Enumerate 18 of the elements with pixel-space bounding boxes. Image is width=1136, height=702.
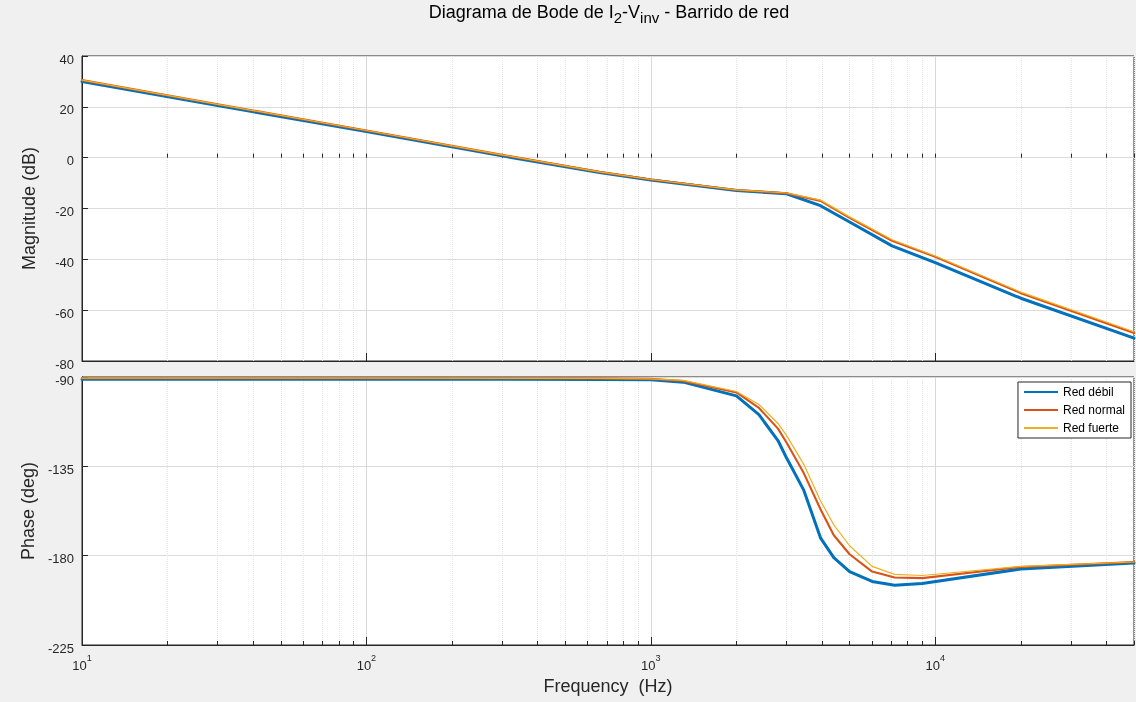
y-axis-title: Phase (deg) (18, 461, 39, 561)
y-tick-label: -225 (47, 640, 74, 656)
y-tick-label: 40 (59, 51, 74, 67)
legend-label: Red fuerte (1062, 421, 1120, 435)
y-tick-label: 0 (66, 153, 74, 169)
y-tick-label: -40 (55, 254, 74, 270)
y-tick-label: -90 (55, 372, 74, 388)
x-axis-title: Frequency (Hz) (543, 675, 673, 696)
y-tick-label: -180 (47, 551, 74, 567)
y-tick-label: -135 (47, 461, 74, 477)
y-axis-title: Magnitude (dB) (19, 146, 39, 271)
y-tick-label: -60 (55, 305, 74, 321)
chart-title: Diagrama de Bode de I$_{2}$-V$_{inv}$ - Barrido de red (427, 2, 791, 26)
y-tick-label: -20 (55, 204, 74, 219)
y-tick-label: 20 (59, 102, 74, 118)
legend-label: Red débil (1062, 385, 1114, 399)
legend-label: Red normal (1062, 403, 1125, 417)
y-tick-label: -80 (55, 356, 74, 372)
